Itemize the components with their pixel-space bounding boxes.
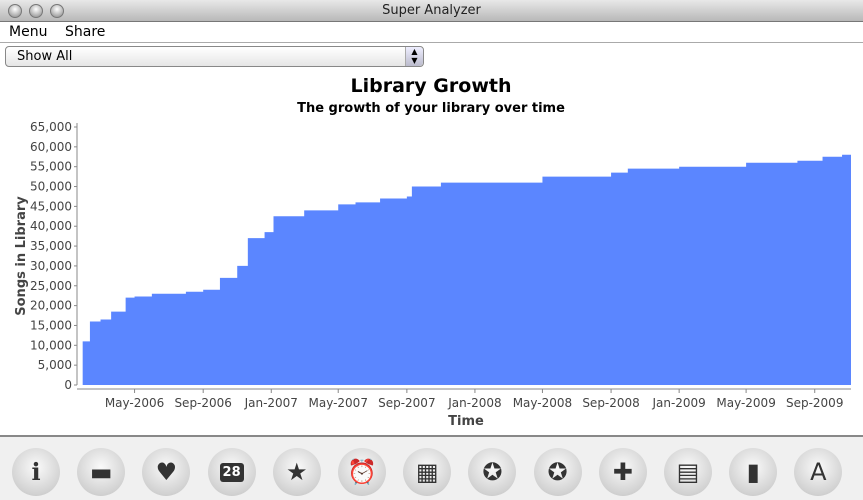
- font-document-button[interactable]: A: [794, 448, 843, 496]
- star-button[interactable]: ★: [272, 448, 321, 496]
- menu-item-menu[interactable]: Menu: [9, 24, 48, 40]
- series-area: [81, 134, 851, 385]
- menu-item-share[interactable]: Share: [65, 24, 106, 40]
- x-tick-label: Sep-2008: [582, 396, 640, 410]
- folder-icon: ▬: [89, 458, 113, 486]
- plus-button[interactable]: ✚: [598, 448, 647, 496]
- y-tick-label: 5,000: [38, 358, 72, 372]
- title-bar: Super Analyzer: [0, 0, 863, 22]
- select-arrows-icon: ▲ ▼: [405, 47, 423, 66]
- y-tick-label: 35,000: [30, 239, 72, 253]
- bar-stack-button[interactable]: ▦: [403, 448, 452, 496]
- info-button[interactable]: ℹ: [12, 448, 60, 496]
- y-tick-label: 65,000: [30, 120, 72, 134]
- award-ribbon-icon: ✪: [482, 458, 503, 486]
- y-tick-label: 40,000: [30, 219, 72, 233]
- award-ribbon-alt-button[interactable]: ✪: [533, 448, 582, 496]
- x-tick-label: Sep-2009: [786, 396, 844, 410]
- award-ribbon-button[interactable]: ✪: [468, 448, 517, 496]
- calendar-button[interactable]: 28: [207, 448, 256, 496]
- x-tick-label: Sep-2006: [174, 396, 232, 410]
- x-tick-label: Sep-2007: [378, 396, 436, 410]
- x-axis-label: Time: [448, 414, 484, 429]
- y-tick-label: 50,000: [30, 180, 72, 194]
- calendar-icon: 28: [219, 462, 244, 482]
- minimize-button[interactable]: [29, 4, 43, 18]
- menu-bar: Menu Share: [0, 23, 863, 43]
- plus-icon: ✚: [612, 458, 633, 486]
- y-tick-label: 45,000: [30, 199, 72, 213]
- x-tick-label: Jan-2009: [651, 396, 705, 410]
- document-icon: ▤: [676, 458, 700, 486]
- alarm-clock-icon: ⏰: [347, 458, 377, 486]
- font-document-icon: A: [810, 458, 827, 486]
- window-title: Super Analyzer: [382, 3, 481, 18]
- y-tick-label: 20,000: [30, 299, 72, 313]
- filter-select-value: Show All: [17, 49, 73, 64]
- info-icon: ℹ: [31, 458, 41, 486]
- growth-chart-button[interactable]: ▮: [729, 448, 778, 496]
- y-tick-label: 25,000: [30, 279, 72, 293]
- toolbar: ℹ ▬ ♥ 28 ★ ⏰ ▦ ✪ ✪ ✚ ▤ ▮ A: [0, 435, 863, 500]
- folder-button[interactable]: ▬: [77, 448, 126, 496]
- award-ribbon-alt-icon: ✪: [547, 458, 568, 486]
- y-tick-label: 60,000: [30, 140, 72, 154]
- close-button[interactable]: [8, 4, 22, 18]
- y-axis-label: Songs in Library: [14, 196, 29, 316]
- star-icon: ★: [286, 458, 308, 486]
- heart-button[interactable]: ♥: [142, 448, 191, 496]
- y-tick-label: 55,000: [30, 160, 72, 174]
- zoom-button[interactable]: [50, 4, 64, 18]
- y-tick-label: 15,000: [30, 318, 72, 332]
- x-tick-label: May-2006: [105, 396, 164, 410]
- bar-stack-icon: ▦: [415, 458, 439, 486]
- chart-subtitle: The growth of your library over time: [297, 101, 565, 116]
- y-tick-label: 10,000: [30, 338, 72, 352]
- x-tick-label: May-2009: [716, 396, 775, 410]
- y-tick-label: 30,000: [30, 259, 72, 273]
- y-tick-label: 0: [64, 378, 72, 392]
- x-tick-label: May-2007: [308, 396, 367, 410]
- heart-icon: ♥: [155, 458, 178, 486]
- filter-select[interactable]: Show All ▲ ▼: [5, 46, 424, 67]
- x-tick-label: Jan-2008: [447, 396, 501, 410]
- library-growth-chart: Library Growth The growth of your library…: [14, 75, 851, 429]
- x-tick-label: Jan-2007: [244, 396, 298, 410]
- document-button[interactable]: ▤: [664, 448, 712, 496]
- growth-chart-icon: ▮: [746, 458, 760, 486]
- alarm-clock-button[interactable]: ⏰: [338, 448, 386, 496]
- x-tick-label: May-2008: [513, 396, 572, 410]
- chart-title: Library Growth: [351, 75, 512, 97]
